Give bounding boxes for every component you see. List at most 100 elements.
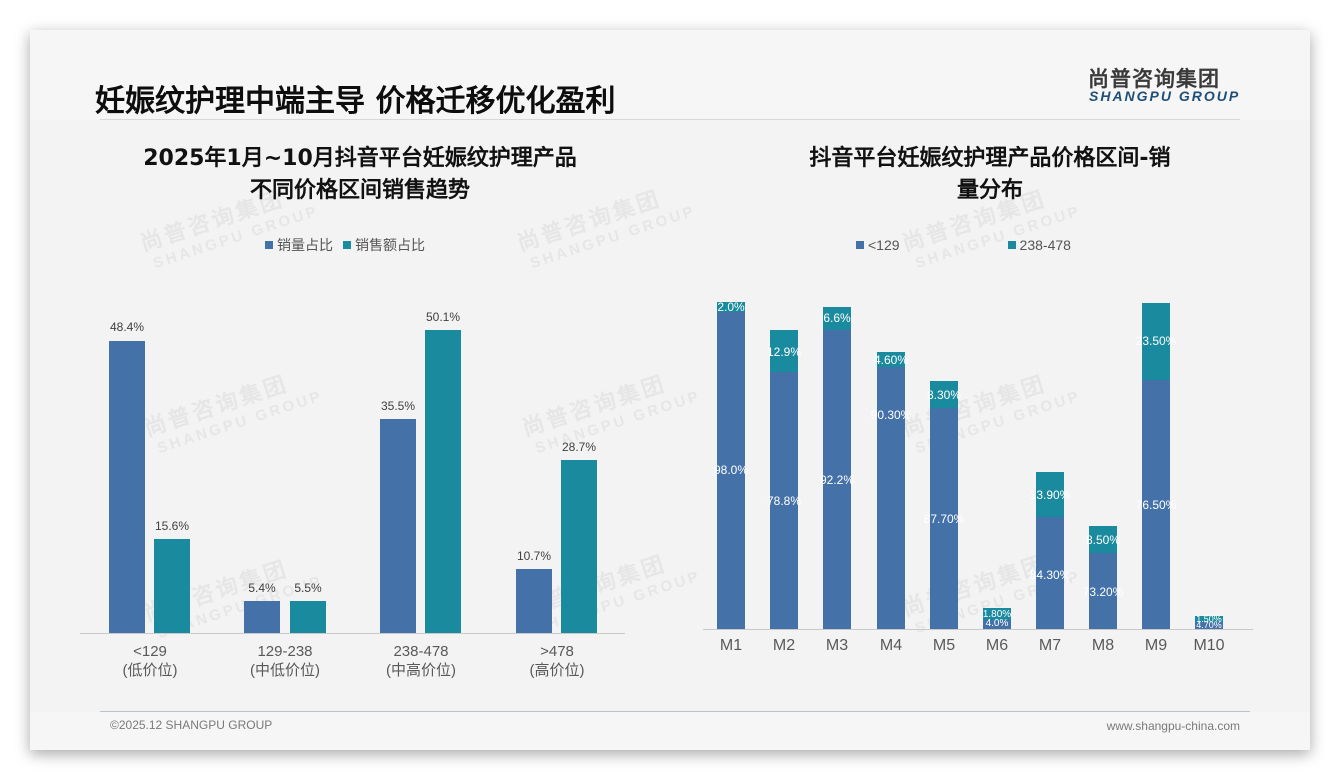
value-label: 5.5%	[294, 581, 322, 595]
segment-label: 87.70%	[923, 512, 965, 526]
legend-swatch-blue	[856, 241, 864, 249]
bar-m3-low	[823, 330, 851, 629]
bar-m9-low	[1142, 380, 1170, 629]
segment-label: 73.20%	[1082, 585, 1124, 599]
value-label: 35.5%	[380, 399, 416, 413]
bar-m8-low	[1089, 553, 1117, 629]
footer-divider	[100, 711, 1250, 712]
bar-m1-mid	[717, 302, 745, 312]
bar-m3-mid	[823, 307, 851, 330]
right-chart-title-line2: 量分布	[956, 178, 1023, 203]
bar-m5-mid	[930, 381, 958, 408]
footer-website: www.shangpu-china.com	[1106, 719, 1240, 733]
category-label: 238-478 (中高价位)	[386, 643, 456, 679]
left-chart-title-line1: 2025年1月~10月抖音平台妊娠纹护理产品	[143, 146, 577, 171]
left-chart-legend: 销量占比 销售额占比	[265, 235, 425, 255]
bar-m7-low	[1036, 517, 1064, 629]
page-title: 妊娠纹护理中端主导 价格迁移优化盈利	[95, 84, 616, 119]
bar-m10-mid	[1195, 616, 1223, 622]
segment-label: 1.80%	[982, 609, 1012, 620]
month-label: M8	[1091, 637, 1115, 654]
segment-label: 92.2%	[819, 473, 855, 487]
logo-english: SHANGPU GROUP	[1089, 88, 1241, 104]
bar-m4-low	[877, 367, 905, 629]
segment-label: 6.6%	[823, 311, 851, 325]
month-label: M5	[932, 637, 956, 654]
bar-m8-mid	[1089, 526, 1117, 553]
value-label: 28.7%	[561, 440, 597, 454]
right-chart-title: 抖音平台妊娠纹护理产品价格区间-销 量分布	[720, 143, 1260, 207]
bar-m7-mid	[1036, 472, 1064, 517]
legend-swatch-teal	[343, 241, 351, 249]
month-label: M2	[772, 637, 796, 654]
value-label: 48.4%	[109, 320, 145, 334]
legend-swatch-teal	[1007, 241, 1016, 249]
segment-label: 23.50%	[1135, 334, 1177, 348]
bar-revenue-lt129	[154, 539, 190, 633]
right-chart-legend: <129 238-478	[856, 237, 1071, 253]
bar-volume-gt478	[516, 569, 552, 633]
month-label: M3	[825, 637, 849, 654]
legend-swatch-blue	[265, 241, 273, 249]
right-chart-title-line1: 抖音平台妊娠纹护理产品价格区间-销	[809, 146, 1171, 171]
bar-m2-mid	[770, 330, 798, 372]
right-x-axis	[703, 629, 1253, 630]
bar-revenue-129-238	[290, 601, 326, 633]
title-divider	[100, 119, 1240, 120]
category-label: >478 (高价位)	[529, 643, 585, 679]
segment-label: 78.8%	[766, 494, 802, 508]
header-band	[30, 30, 1310, 120]
segment-label: 2.0%	[717, 300, 745, 314]
segment-label: 90.30%	[870, 408, 912, 422]
month-label: M1	[719, 637, 743, 654]
bar-volume-129-238	[244, 601, 280, 633]
footer-band	[30, 712, 1310, 750]
bar-m10-low	[1195, 622, 1223, 629]
value-label: 50.1%	[425, 310, 461, 324]
segment-label: 12.9%	[766, 345, 802, 359]
legend-item-lt129: <129	[856, 237, 900, 253]
segment-label: 76.50%	[1135, 498, 1177, 512]
bar-revenue-238-478	[425, 330, 461, 633]
bar-m6-low	[983, 620, 1011, 629]
bar-m2-low	[770, 372, 798, 629]
bar-m1-low	[717, 312, 745, 629]
segment-label: 4.0%	[985, 618, 1009, 629]
category-label: <129 (低价位)	[122, 643, 178, 679]
bar-m4-mid	[877, 352, 905, 367]
bar-volume-238-478	[380, 419, 416, 633]
bar-volume-lt129	[109, 341, 145, 633]
segment-label: 1.50%	[1196, 614, 1222, 624]
month-label: M7	[1038, 637, 1062, 654]
segment-label: 4.70%	[1196, 620, 1222, 630]
segment-label: 8.30%	[926, 388, 962, 402]
left-chart-title: 2025年1月~10月抖音平台妊娠纹护理产品 不同价格区间销售趋势	[70, 143, 650, 207]
segment-label: 8.50%	[1085, 533, 1121, 547]
legend-item-revenue: 销售额占比	[343, 235, 425, 255]
left-chart-title-line2: 不同价格区间销售趋势	[249, 178, 470, 203]
category-label: 129-238 (中低价位)	[250, 643, 320, 679]
segment-label: 4.60%	[873, 353, 909, 367]
value-label: 10.7%	[516, 549, 552, 563]
bar-m9-mid	[1142, 303, 1170, 380]
month-label: M10	[1193, 637, 1225, 654]
bar-revenue-gt478	[561, 460, 597, 633]
footer-copyright: ©2025.12 SHANGPU GROUP	[110, 718, 273, 732]
segment-label: 98.0%	[713, 463, 749, 477]
logo-chinese: 尚普咨询集团	[1088, 67, 1220, 91]
value-label: 15.6%	[154, 519, 190, 533]
month-label: M4	[879, 637, 903, 654]
month-label: M6	[985, 637, 1009, 654]
bar-m5-low	[930, 408, 958, 629]
slide: 妊娠纹护理中端主导 价格迁移优化盈利 尚普咨询集团 SHANGPU GROUP …	[30, 30, 1310, 750]
left-x-axis	[80, 633, 625, 634]
segment-label: 13.90%	[1029, 488, 1071, 502]
bar-m6-mid	[983, 608, 1011, 620]
value-label: 5.4%	[248, 581, 276, 595]
legend-item-volume: 销量占比	[265, 235, 333, 255]
month-label: M9	[1144, 637, 1168, 654]
segment-label: 84.30%	[1029, 568, 1071, 582]
